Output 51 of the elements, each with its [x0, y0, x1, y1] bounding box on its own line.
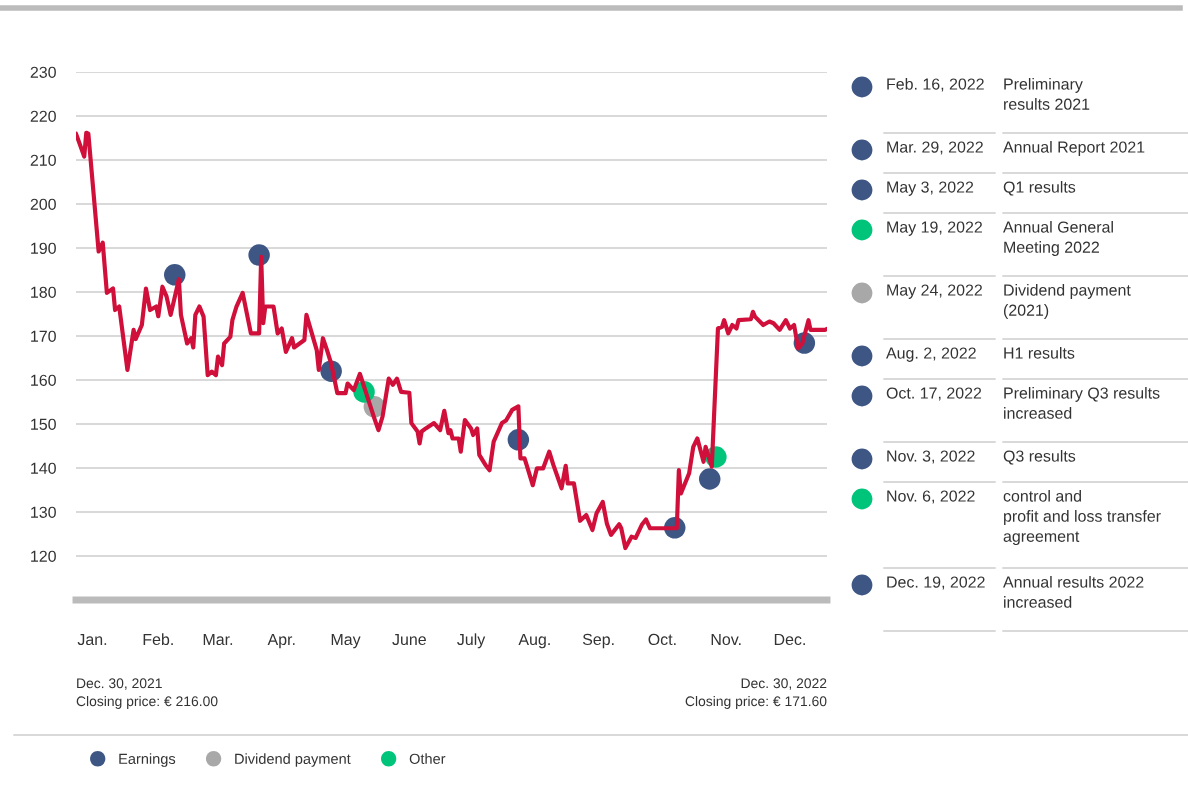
text: Preliminary Q3 results increased	[1004, 387, 1160, 419]
text: Dec. 19, 2022	[887, 576, 985, 590]
legend-label: Earnings	[119, 753, 176, 767]
text: Annual General Meeting 2022	[1003, 221, 1113, 256]
text: May 24, 2022	[887, 284, 982, 299]
x-tick-label: May	[331, 633, 361, 649]
x-tick-label: Jan.	[77, 633, 107, 646]
x-tick-label: Nov.	[711, 633, 741, 646]
y-tick-label: 170	[31, 330, 56, 342]
legend-label: Dividend payment	[235, 753, 351, 767]
y-tick-label: 180	[31, 286, 56, 298]
text: Nov. 6, 2022	[887, 490, 975, 504]
y-tick-label: 130	[31, 506, 56, 518]
text: Oct. 17, 2022	[886, 387, 982, 401]
y-tick-label: 190	[31, 242, 56, 254]
y-tick-label: 140	[31, 462, 56, 474]
y-tick-label: 160	[31, 374, 56, 386]
text: control and profit and loss transfer agreement	[1003, 490, 1161, 546]
y-tick-label: 220	[30, 110, 56, 122]
text: Dividend payment (2021)	[1003, 284, 1131, 319]
text: May 19, 2022	[887, 221, 982, 236]
y-tick-label: 120	[31, 550, 56, 562]
line-series	[76, 130, 827, 551]
text: Mar. 29, 2022	[887, 141, 983, 155]
x-tick-label: Apr.	[267, 633, 295, 649]
legend-label: Other	[409, 753, 446, 764]
text: Preliminary results 2021	[1004, 78, 1090, 110]
text: Dec. 30, 2021 Closing price: € 216.00	[76, 678, 218, 709]
x-tick-label: Oct.	[648, 633, 676, 646]
y-tick-label: 230	[30, 66, 56, 78]
x-tick-label: Feb.	[143, 633, 173, 646]
text: Q3 results	[1003, 450, 1076, 465]
text: Q1 results	[1003, 181, 1076, 196]
text: May 3, 2022	[887, 181, 974, 196]
point	[698, 468, 721, 490]
x-tick-label: June	[392, 633, 426, 646]
text: Annual results 2022 increased	[1003, 576, 1144, 608]
x-tick-label: July	[457, 633, 486, 649]
x-tick-label: Aug.	[518, 633, 550, 649]
text: H1 results	[1004, 347, 1075, 359]
text: Dec. 30, 2022 Closing price: € 171.60	[685, 678, 827, 709]
text: Aug. 2, 2022	[886, 347, 976, 362]
text: Annual Report 2021	[1003, 141, 1145, 156]
y-tick-label: 200	[30, 198, 56, 210]
text: Feb. 16, 2022	[887, 78, 984, 92]
text: Nov. 3, 2022	[887, 450, 975, 464]
x-tick-label: Dec.	[774, 633, 805, 646]
x-tick-label: Mar.	[203, 633, 233, 646]
y-tick-label: 150	[31, 418, 56, 430]
y-tick-label: 210	[30, 154, 56, 166]
x-tick-label: Sep.	[582, 633, 614, 649]
